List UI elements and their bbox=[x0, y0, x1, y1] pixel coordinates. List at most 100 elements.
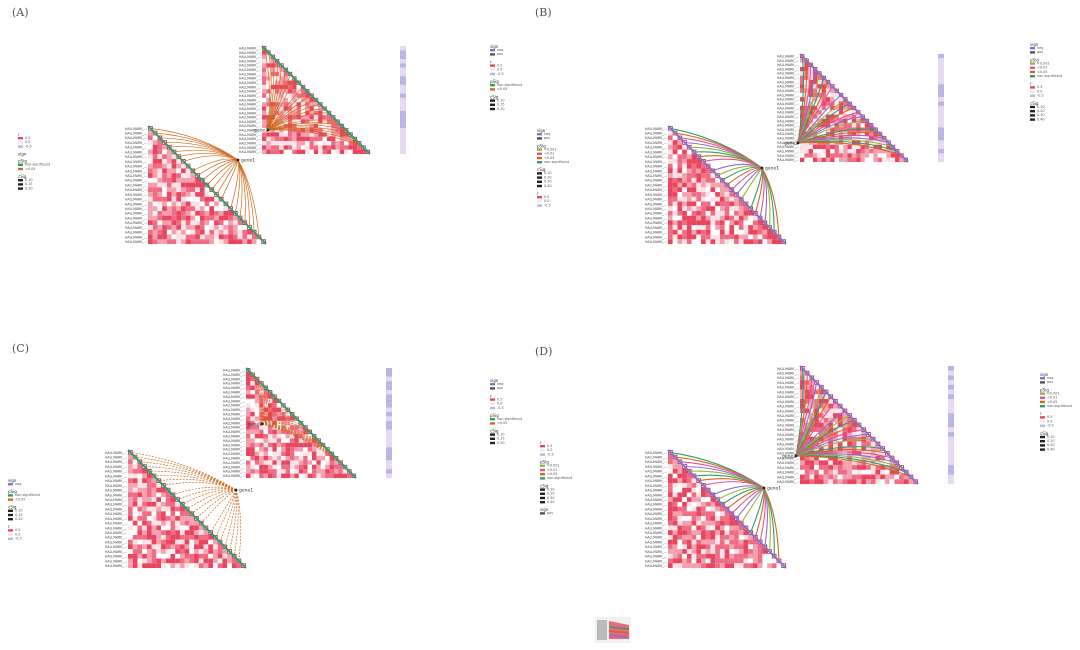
row-label: HALLMARK_... bbox=[125, 198, 147, 202]
heatmap-cell bbox=[837, 441, 843, 447]
heatmap-cell bbox=[254, 425, 260, 430]
heatmap-cell bbox=[682, 511, 687, 517]
heatmap-cell bbox=[199, 201, 205, 207]
heatmap-cell bbox=[851, 460, 857, 466]
heatmap-cell bbox=[313, 128, 319, 133]
heatmap-cell bbox=[331, 119, 336, 124]
heatmap-cell bbox=[696, 168, 702, 174]
heatmap-cell bbox=[833, 427, 838, 433]
heatmap-cell bbox=[856, 149, 861, 154]
heatmap-cell bbox=[672, 173, 678, 178]
correlation-edge bbox=[267, 122, 342, 131]
heatmap-cell bbox=[298, 447, 304, 452]
heatmap-cell bbox=[357, 145, 362, 150]
heatmap-cell bbox=[804, 88, 809, 93]
hub-node bbox=[236, 158, 240, 162]
correlation-edge bbox=[267, 91, 308, 131]
heatmap-cell bbox=[870, 450, 876, 456]
heatmap-cell bbox=[833, 446, 838, 452]
heatmap-cell bbox=[738, 530, 744, 536]
heatmap-cell bbox=[285, 425, 291, 430]
heatmap-cell bbox=[705, 506, 711, 512]
heatmap-cell bbox=[771, 558, 777, 564]
heatmap-cell bbox=[889, 460, 895, 466]
heatmap-cell bbox=[715, 516, 720, 521]
legend-swatch bbox=[490, 437, 495, 440]
heatmap-cell bbox=[166, 196, 172, 202]
correlation-edge bbox=[795, 387, 822, 457]
legend-swatch bbox=[490, 383, 495, 386]
heatmap-cell bbox=[179, 506, 185, 512]
heatmap-cell bbox=[290, 456, 295, 461]
heatmap-cell bbox=[705, 511, 711, 517]
legend-title: sign bbox=[537, 128, 546, 133]
heatmap-cell bbox=[162, 239, 167, 245]
heatmap-cell bbox=[270, 67, 276, 72]
heatmap-cell bbox=[128, 525, 133, 531]
heatmap-cell bbox=[843, 153, 848, 158]
heatmap-cell bbox=[812, 118, 818, 124]
heatmap-cell bbox=[254, 398, 260, 404]
heatmap-cell bbox=[175, 520, 180, 526]
heatmap-cell bbox=[682, 159, 687, 164]
heatmap-cell bbox=[748, 553, 754, 559]
correlation-edge bbox=[261, 383, 266, 425]
heatmap-cell bbox=[889, 474, 895, 480]
heatmap-cell bbox=[156, 539, 162, 545]
heatmap-cell bbox=[842, 446, 848, 452]
heatmap-cell bbox=[691, 492, 697, 498]
heatmap-cell bbox=[276, 456, 282, 461]
heatmap-cell bbox=[181, 206, 186, 212]
gene-bar-cell bbox=[386, 372, 392, 377]
gene-bar-cell bbox=[400, 46, 406, 51]
heatmap-cell bbox=[672, 544, 678, 550]
heatmap-cell bbox=[821, 97, 826, 102]
heatmap-cell bbox=[274, 89, 280, 94]
correlation-edge bbox=[267, 56, 275, 131]
heatmap-cell bbox=[270, 84, 276, 90]
heatmap-cell bbox=[151, 511, 157, 517]
heatmap-cell bbox=[856, 474, 862, 480]
row-label: HALLMARK_... bbox=[105, 484, 127, 488]
legend-label: 0.0 bbox=[497, 402, 502, 406]
legend-swatch bbox=[490, 68, 495, 71]
heatmap-cell bbox=[142, 520, 147, 526]
heatmap-cell bbox=[724, 215, 730, 221]
heatmap-cell bbox=[331, 149, 336, 155]
heatmap-cell bbox=[254, 407, 260, 413]
correlation-edge bbox=[267, 99, 317, 131]
heatmap-cell bbox=[309, 119, 314, 124]
heatmap-cell bbox=[266, 132, 271, 137]
heatmap-cell bbox=[305, 145, 310, 150]
heatmap-cell bbox=[246, 438, 251, 443]
heatmap-cell bbox=[270, 80, 276, 85]
heatmap-cell bbox=[682, 553, 687, 559]
heatmap-cell bbox=[882, 140, 887, 145]
heatmap-cell bbox=[719, 220, 725, 226]
heatmap-cell bbox=[294, 451, 299, 457]
heatmap-cell bbox=[701, 520, 706, 526]
heatmap-cell bbox=[843, 149, 848, 154]
heatmap-cell bbox=[691, 215, 697, 221]
heatmap-cell bbox=[208, 563, 214, 569]
legend-swatch bbox=[1040, 400, 1045, 404]
heatmap-cell bbox=[748, 210, 754, 216]
row-label: HALLMARK_... bbox=[645, 221, 667, 225]
legend-title: r bbox=[540, 440, 542, 445]
heatmap-cell bbox=[156, 558, 162, 564]
heatmap-cell bbox=[294, 420, 299, 426]
heatmap-cell bbox=[157, 239, 163, 245]
heatmap-cell bbox=[668, 196, 673, 202]
heatmap-cell bbox=[166, 225, 172, 230]
heatmap-cell bbox=[682, 487, 687, 493]
heatmap-cell bbox=[309, 141, 314, 146]
heatmap-cell bbox=[142, 539, 147, 545]
heatmap-cell bbox=[179, 516, 185, 521]
heatmap-cell bbox=[156, 501, 162, 507]
heatmap-cell bbox=[285, 438, 291, 443]
row-label: HALLMARK_... bbox=[645, 226, 667, 230]
heatmap-cell bbox=[300, 149, 306, 155]
heatmap-cell bbox=[132, 516, 138, 521]
hub-gene-label: gene2 bbox=[782, 454, 796, 460]
heatmap-cell bbox=[292, 93, 297, 98]
